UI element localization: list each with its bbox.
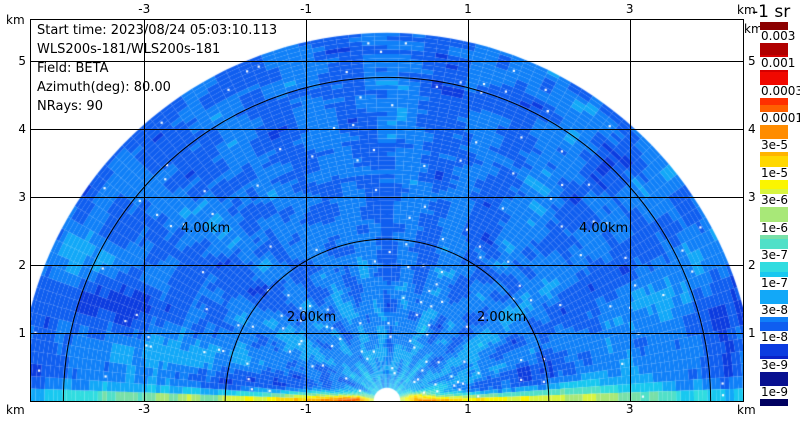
axis-unit-top-left: km xyxy=(6,13,25,27)
metadata-instrument: WLS200s-181/WLS200s-181 xyxy=(37,42,221,57)
colorbar-tick-label-12: 3e-9 xyxy=(760,357,789,372)
x-tick-label-top-3: 3 xyxy=(625,2,634,16)
colorbar-tick-label-6: 3e-6 xyxy=(760,193,789,208)
x-tick-label-bottom-1: 1 xyxy=(464,402,472,416)
axis-unit-bottom-left: km xyxy=(6,403,25,417)
range-ring-label-0: 2.00km xyxy=(287,310,337,325)
x-tick-label-top--3: -3 xyxy=(138,2,151,16)
y-tick-label-left-3: 3 xyxy=(18,189,26,204)
colorbar-tick-label-8: 3e-7 xyxy=(760,248,789,263)
range-ring-4km xyxy=(62,76,712,401)
colorbar-segment xyxy=(760,38,788,56)
y-tick-label-left-4: 4 xyxy=(18,121,26,136)
colorbar-tick-label-0: 0.003 xyxy=(760,28,797,43)
x-tick-label-bottom-3: 3 xyxy=(625,402,634,416)
colorbar-segment xyxy=(760,372,788,390)
metadata-nrays: NRays: 90 xyxy=(37,99,103,114)
x-tick-label-top-1: 1 xyxy=(464,2,472,16)
x-tick-label-bottom--3: -3 xyxy=(138,402,151,416)
y-tick-label-right-1: 1 xyxy=(748,325,756,340)
y-tick-label-right-2: 2 xyxy=(748,257,756,272)
colorbar-tick-label-10: 3e-8 xyxy=(760,303,789,317)
colorbar-segment xyxy=(760,205,788,223)
colorbar-tick-label-9: 1e-7 xyxy=(760,275,789,290)
axis-unit-bottom-right: km xyxy=(737,403,756,417)
scan-data-canvas xyxy=(31,20,743,401)
x-tick-label-bottom--1: -1 xyxy=(300,402,313,416)
range-ring-label-2: 4.00km xyxy=(181,221,231,236)
metadata-start-time: Start time: 2023/08/24 05:03:10.113 xyxy=(37,23,278,38)
colorbar-tick-label-5: 1e-5 xyxy=(760,165,789,180)
y-tick-label-left-2: 2 xyxy=(18,257,26,272)
range-ring-label-3: 4.00km xyxy=(579,221,629,236)
x-tick-label-top--1: -1 xyxy=(300,2,313,16)
y-tick-label-right-3: 3 xyxy=(748,189,756,204)
colorbar-tick-label-11: 1e-8 xyxy=(760,330,789,345)
colorbar-unit-label: km xyxy=(744,22,763,36)
colorbar-tick-label-3: 0.0001 xyxy=(760,112,800,125)
colorbar-units: -1 sr xyxy=(752,2,791,22)
plot-inner xyxy=(31,20,743,401)
range-ring-label-1: 2.00km xyxy=(477,310,527,325)
metadata-azimuth: Azimuth(deg): 80.00 xyxy=(37,80,171,95)
axis-unit-top-right: km xyxy=(737,3,756,17)
colorbar-segment xyxy=(760,122,788,139)
y-tick-label-left-5: 5 xyxy=(18,53,26,68)
y-tick-label-right-5: 5 xyxy=(748,53,756,68)
range-ring-2km xyxy=(224,238,550,401)
scan-metadata-block: Start time: 2023/08/24 05:03:10.113 WLS2… xyxy=(37,21,277,116)
colorbar-segment xyxy=(760,289,788,306)
grid-and-rings-overlay xyxy=(31,20,743,401)
colorbar-tick-label-2: 0.0003 xyxy=(760,84,800,98)
metadata-field: Field: BETA xyxy=(37,61,109,76)
colorbar[interactable] xyxy=(760,22,788,406)
colorbar-tick-label-13: 1e-9 xyxy=(760,385,789,400)
y-tick-label-right-4: 4 xyxy=(748,121,756,136)
colorbar-tick-label-4: 3e-5 xyxy=(760,138,789,153)
plot-area xyxy=(30,19,744,402)
colorbar-tick-label-7: 1e-6 xyxy=(760,220,789,235)
y-tick-label-left-1: 1 xyxy=(18,325,26,340)
colorbar-tick-label-1: 0.001 xyxy=(760,56,797,71)
